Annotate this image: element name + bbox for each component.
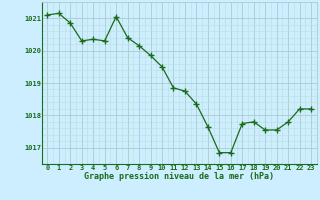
X-axis label: Graphe pression niveau de la mer (hPa): Graphe pression niveau de la mer (hPa) — [84, 172, 274, 181]
